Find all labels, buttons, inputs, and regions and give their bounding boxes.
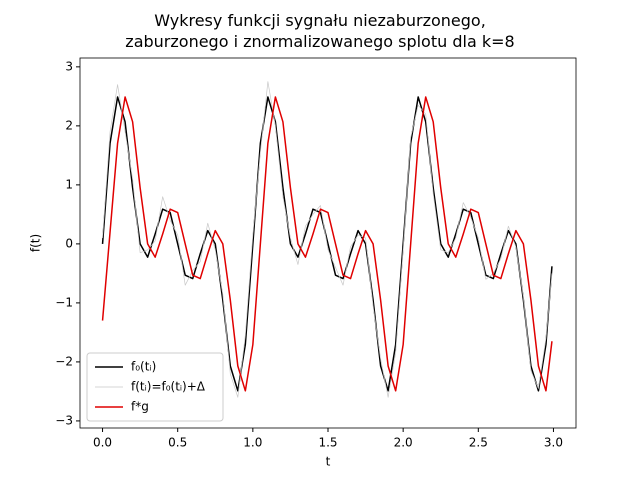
x-tick-label: 0.0 [93, 436, 112, 450]
legend: f₀(tᵢ) f(tᵢ)=f₀(tᵢ)+Δ f*g [86, 352, 224, 422]
legend-label: f*g [131, 400, 149, 414]
legend-label: f₀(tᵢ) [131, 360, 156, 374]
y-tick-label: 3 [65, 59, 73, 73]
x-tick-label: 2.5 [469, 436, 488, 450]
data-line [102, 81, 553, 398]
y-tick-label: 1 [65, 177, 73, 191]
chart-title: Wykresy funkcji sygnału niezaburzonego, … [125, 11, 515, 51]
legend-label: f(tᵢ)=f₀(tᵢ)+Δ [131, 380, 206, 394]
y-tick-label: −3 [55, 413, 73, 427]
y-tick-label: 2 [65, 118, 73, 132]
y-tick-label: −2 [55, 354, 73, 368]
x-tick-label: 1.0 [243, 436, 262, 450]
x-tick-label: 0.5 [168, 436, 187, 450]
data-line [101, 96, 553, 392]
x-tick-label: 2.0 [394, 436, 413, 450]
x-tick-label: 1.5 [318, 436, 337, 450]
y-tick-label: −1 [55, 295, 73, 309]
y-axis-label: f(t) [29, 234, 43, 252]
data-line [101, 96, 553, 392]
legend-box [86, 352, 224, 422]
x-axis-label: t [326, 455, 331, 469]
y-tick-label: 0 [65, 236, 73, 250]
plot-frame [79, 57, 577, 429]
x-tick-label: 3.0 [544, 436, 563, 450]
